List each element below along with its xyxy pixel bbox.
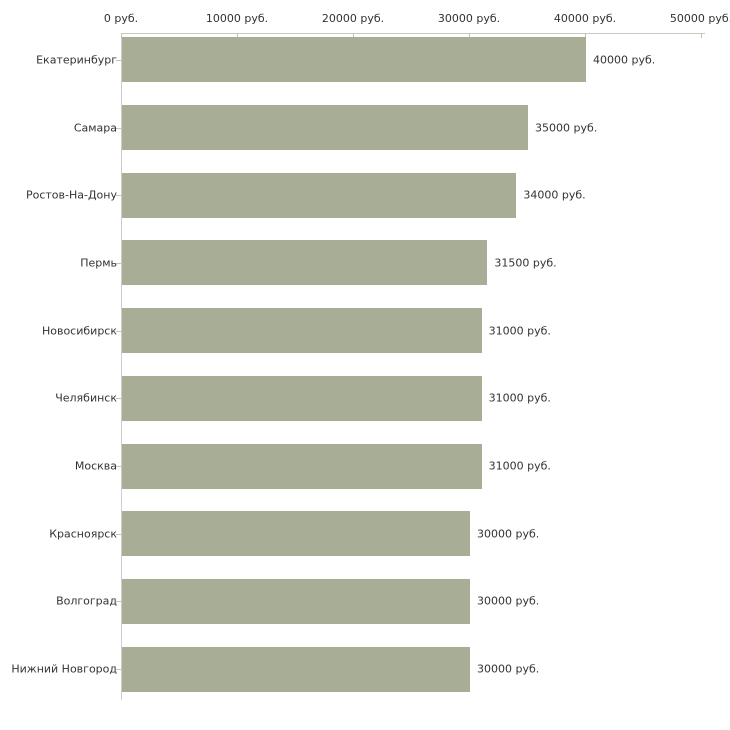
bar (122, 646, 470, 692)
bar-row: Челябинск 31000 руб. (0, 365, 730, 433)
x-axis-tick-label: 20000 руб. (321, 12, 385, 25)
bar-row: Ростов-На-Дону 34000 руб. (0, 161, 730, 229)
category-label: Пермь (80, 256, 117, 270)
category-tick (116, 330, 121, 332)
value-label: 40000 руб. (593, 53, 656, 67)
category-tick (116, 601, 121, 603)
bar-row: Екатеринбург 40000 руб. (0, 26, 730, 94)
value-label: 30000 руб. (477, 527, 540, 541)
value-label: 31000 руб. (488, 324, 551, 338)
category-tick (116, 669, 121, 671)
bar (122, 578, 470, 624)
bar (122, 240, 488, 286)
category-label: Екатеринбург (36, 53, 117, 67)
bar-row: Нижний Новгород 30000 руб. (0, 635, 730, 703)
category-tick (116, 466, 121, 468)
category-label: Нижний Новгород (11, 662, 117, 676)
x-axis-tick-label: 0 руб. (103, 12, 139, 25)
bar (122, 37, 586, 83)
category-tick (116, 533, 121, 535)
category-label: Волгоград (56, 594, 117, 608)
bar-row: Москва 31000 руб. (0, 432, 730, 500)
x-axis-tick (469, 33, 470, 38)
bar-row: Красноярск 30000 руб. (0, 500, 730, 568)
category-tick (116, 127, 121, 129)
category-tick (116, 398, 121, 400)
bar-row: Волгоград 30000 руб. (0, 568, 730, 636)
x-axis-tick (237, 33, 238, 38)
bar-row: Новосибирск 31000 руб. (0, 297, 730, 365)
value-label: 34000 руб. (523, 188, 586, 202)
category-tick (116, 59, 121, 61)
x-axis-tick-label: 30000 руб. (437, 12, 501, 25)
category-label: Новосибирск (41, 324, 117, 338)
category-label: Красноярск (49, 527, 117, 541)
x-axis-tick (121, 33, 122, 38)
x-axis-tick-label: 40000 руб. (553, 12, 617, 25)
value-label: 30000 руб. (477, 662, 540, 676)
value-label: 35000 руб. (535, 121, 598, 135)
category-tick (116, 262, 121, 264)
bar (122, 308, 482, 354)
x-axis-tick-label: 50000 руб. (669, 12, 730, 25)
value-label: 31500 руб. (494, 256, 557, 270)
x-axis-tick (701, 33, 702, 38)
category-label: Челябинск (55, 391, 117, 405)
value-label: 30000 руб. (477, 594, 540, 608)
bar-row: Пермь 31500 руб. (0, 229, 730, 297)
x-axis-tick-label: 10000 руб. (205, 12, 269, 25)
category-label: Москва (74, 459, 117, 473)
value-label: 31000 руб. (488, 459, 551, 473)
bar (122, 172, 517, 218)
x-axis-tick (353, 33, 354, 38)
category-label: Самара (73, 121, 117, 135)
y-axis-line (121, 33, 122, 700)
bar (122, 105, 528, 151)
x-axis-tick (585, 33, 586, 38)
category-tick (116, 195, 121, 197)
bar (122, 443, 482, 489)
category-label: Ростов-На-Дону (25, 188, 117, 202)
x-axis-line (121, 33, 705, 34)
bar-row: Самара 35000 руб. (0, 94, 730, 162)
value-label: 31000 руб. (488, 391, 551, 405)
bar (122, 375, 482, 421)
bar (122, 511, 470, 557)
